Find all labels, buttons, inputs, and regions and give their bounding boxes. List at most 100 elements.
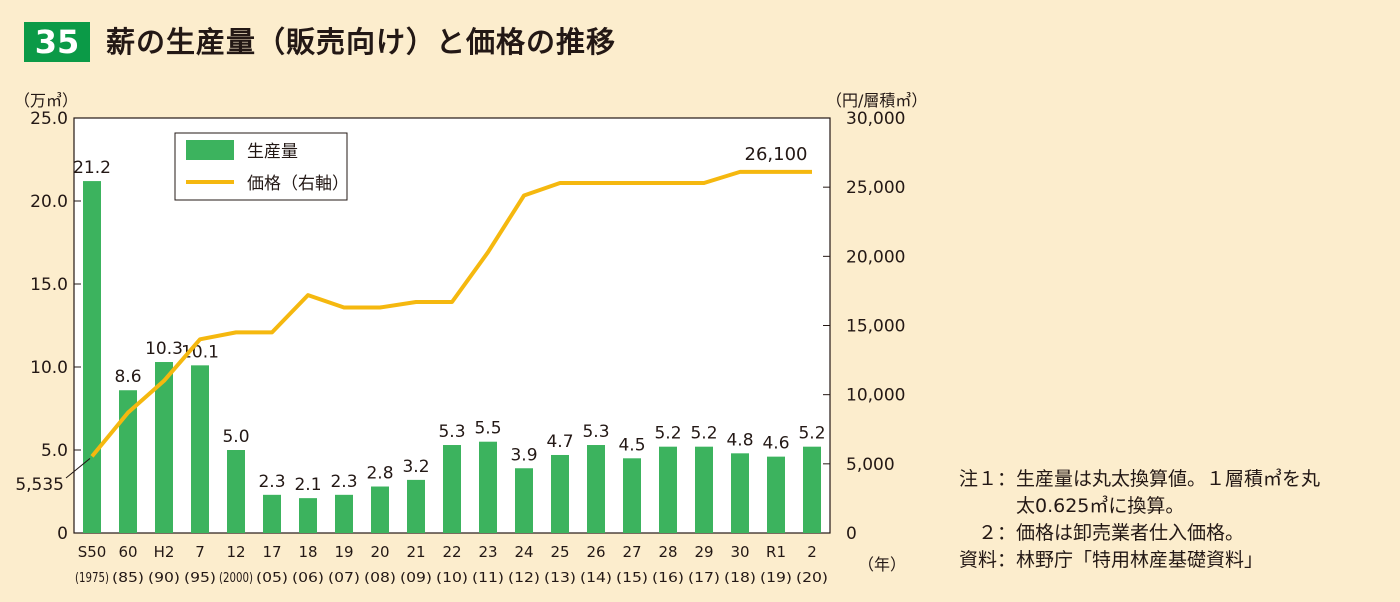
note-source-label: 資料： <box>958 549 1016 571</box>
x-tick-label: 20 <box>370 543 389 561</box>
x-tick-year-label: (2000) <box>219 571 253 586</box>
legend-line-label: 価格（右軸） <box>247 174 349 194</box>
price-line <box>90 169 812 458</box>
x-tick-label: 28 <box>658 543 677 561</box>
bar-value-label: 2.3 <box>330 472 357 492</box>
right-axis-tick-label: 30,000 <box>846 109 905 129</box>
note-source: 資料： 林野庁「特用林産基礎資料」 <box>936 547 1320 574</box>
bar <box>299 498 317 533</box>
x-tick-year-label: (1975) <box>75 571 109 586</box>
x-tick-label: 60 <box>118 543 137 561</box>
x-tick-label: 30 <box>730 543 749 561</box>
x-tick-year-label: (16) <box>652 571 684 586</box>
bar <box>479 441 497 533</box>
note-2-label: ２： <box>977 522 1016 544</box>
x-tick-year-label: (07) <box>328 571 360 586</box>
note-1-continued-text: 太0.625㎥に換算。 <box>1016 495 1185 517</box>
bar <box>227 450 245 533</box>
bar <box>659 446 677 533</box>
right-axis-tick-label: 25,000 <box>846 178 905 198</box>
bar <box>371 486 389 533</box>
bar <box>623 458 641 533</box>
bar-value-label: 2.1 <box>294 475 321 495</box>
left-axis-tick-label: 0 <box>57 524 68 544</box>
bar <box>119 390 137 533</box>
bar <box>551 454 569 533</box>
left-axis-tick-label: 5.0 <box>41 441 68 461</box>
left-axis-tick-label: 20.0 <box>30 192 68 212</box>
bar-value-label: 2.3 <box>258 472 285 492</box>
bar <box>803 446 821 533</box>
bar <box>767 456 785 533</box>
price-label-leader <box>65 458 91 479</box>
x-tick-year-label: (08) <box>364 571 396 586</box>
note-2-text: 価格は卸売業者仕入価格。 <box>1016 522 1245 544</box>
x-tick-label: R1 <box>766 543 786 561</box>
bar-value-label: 5.3 <box>582 422 609 442</box>
right-axis-tick-label: 20,000 <box>846 247 905 267</box>
bar-value-label: 8.6 <box>114 367 141 387</box>
note-1-continued: 太0.625㎥に換算。 <box>936 493 1320 520</box>
bar-value-label: 4.7 <box>546 432 573 452</box>
bar-value-label: 5.2 <box>690 424 717 444</box>
left-axis-tick-label: 25.0 <box>30 109 68 129</box>
x-tick-year-label: (18) <box>724 571 756 586</box>
bar <box>191 365 209 533</box>
x-tick-year-label: (15) <box>616 571 648 586</box>
note-2: ２： 価格は卸売業者仕入価格。 <box>936 520 1320 547</box>
x-tick-label: 2 <box>807 543 817 561</box>
x-tick-year-label: (19) <box>760 571 792 586</box>
bar-value-label: 3.9 <box>510 445 537 465</box>
x-tick-label: H2 <box>154 543 175 561</box>
x-tick-year-label: (95) <box>184 571 216 586</box>
right-axis-tick-label: 15,000 <box>846 317 905 337</box>
x-tick-label: 27 <box>622 543 641 561</box>
x-tick-label: 22 <box>442 543 461 561</box>
bar <box>83 181 101 533</box>
legend-bar-label: 生産量 <box>247 142 298 162</box>
x-axis-unit: （年） <box>858 555 906 574</box>
right-axis-tick-label: 0 <box>846 524 857 544</box>
legend-bar-swatch <box>186 140 234 160</box>
bar-value-label: 5.5 <box>474 419 501 439</box>
x-tick-year-label: (05) <box>256 571 288 586</box>
right-axis-tick-label: 10,000 <box>846 386 905 406</box>
chart-title: 薪の生産量（販売向け）と価格の推移 <box>106 25 617 59</box>
bar-value-label: 4.6 <box>762 434 789 454</box>
x-tick-label: 17 <box>262 543 281 561</box>
left-axis-tick-label: 15.0 <box>30 275 68 295</box>
x-tick-label: 7 <box>195 543 205 561</box>
x-tick-year-label: (13) <box>544 571 576 586</box>
bar <box>335 494 353 533</box>
x-tick-year-label: (12) <box>508 571 540 586</box>
price-value-label: 5,535 <box>15 475 64 495</box>
left-axis-unit: （万㎥） <box>14 91 78 110</box>
x-tick-year-label: (14) <box>580 571 612 586</box>
bar <box>263 494 281 533</box>
x-tick-year-label: (11) <box>472 571 504 586</box>
x-tick-year-label: (09) <box>400 571 432 586</box>
bar <box>695 446 713 533</box>
bar <box>731 453 749 533</box>
x-tick-year-label: (06) <box>292 571 324 586</box>
right-axis-tick-label: 5,000 <box>846 455 895 475</box>
x-tick-label: 23 <box>478 543 497 561</box>
x-tick-label: 21 <box>406 543 425 561</box>
bar-value-label: 5.2 <box>798 424 825 444</box>
bar <box>515 468 533 533</box>
bar-value-label: 5.2 <box>654 424 681 444</box>
figure-number-badge: 35 <box>24 22 90 62</box>
x-tick-label: 24 <box>514 543 533 561</box>
note-1-label: 注１： <box>958 468 1016 490</box>
note-source-text: 林野庁「特用林産基礎資料」 <box>1016 549 1264 571</box>
x-tick-label: 19 <box>334 543 353 561</box>
price-value-label: 26,100 <box>745 144 808 165</box>
x-tick-label: 26 <box>586 543 605 561</box>
bar-value-label: 5.3 <box>438 422 465 442</box>
bar-value-label: 4.5 <box>618 435 645 455</box>
bar <box>155 362 173 533</box>
bar-value-label: 21.2 <box>73 158 111 178</box>
note-1: 注１： 生産量は丸太換算値。１層積㎥を丸 <box>936 466 1320 493</box>
bar-value-label: 5.0 <box>222 427 249 447</box>
bar-value-label: 2.8 <box>366 464 393 484</box>
